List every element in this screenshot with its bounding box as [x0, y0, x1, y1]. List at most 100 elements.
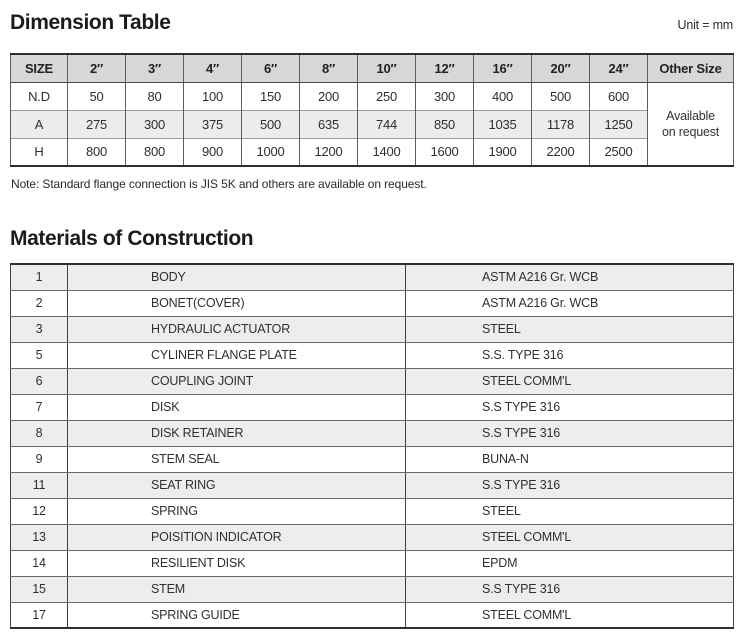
part-name: SPRING: [67, 497, 406, 525]
material-row: 15 STEM S.S TYPE 316: [10, 575, 734, 603]
part-name: STEM: [67, 575, 406, 603]
size-col-header: 6″: [241, 54, 300, 83]
dim-value: 2500: [589, 137, 648, 166]
dim-value: 80: [125, 82, 184, 110]
part-number: 15: [10, 575, 68, 603]
dim-value: 400: [473, 82, 532, 110]
part-name: POISITION INDICATOR: [67, 523, 406, 551]
other-size-note: Available on request: [647, 82, 734, 166]
size-col-header: 4″: [183, 54, 242, 83]
dim-value: 1035: [473, 109, 532, 138]
material-row: 1 BODY ASTM A216 Gr. WCB: [10, 263, 734, 291]
material-row: 17 SPRING GUIDE STEEL COMM'L: [10, 601, 734, 629]
part-material: S.S. TYPE 316: [405, 341, 734, 369]
dim-value: 1400: [357, 137, 416, 166]
material-row: 12 SPRING STEEL: [10, 497, 734, 525]
dim-value: 900: [183, 137, 242, 166]
dimension-table-title: Dimension Table: [10, 10, 171, 34]
material-row: 14 RESILIENT DISK EPDM: [10, 549, 734, 577]
part-number: 8: [10, 419, 68, 447]
part-name: BODY: [67, 263, 406, 291]
dim-value: 1250: [589, 109, 648, 138]
material-row: 8 DISK RETAINER S.S TYPE 316: [10, 419, 734, 447]
materials-title: Materials of Construction: [10, 227, 254, 250]
row-label: H: [10, 137, 68, 166]
dim-value: 635: [299, 109, 358, 138]
dim-value: 1200: [299, 137, 358, 166]
dimension-table: SIZE 2″ 3″ 4″ 6″ 8″ 10″ 12″ 16″ 20″ 24″ …: [10, 53, 734, 167]
part-name: BONET(COVER): [67, 289, 406, 317]
part-material: S.S TYPE 316: [405, 419, 734, 447]
dim-value: 1900: [473, 137, 532, 166]
dim-value: 850: [415, 109, 474, 138]
part-material: BUNA-N: [405, 445, 734, 473]
material-row: 13 POISITION INDICATOR STEEL COMM'L: [10, 523, 734, 551]
part-number: 5: [10, 341, 68, 369]
dim-value: 800: [67, 137, 126, 166]
part-material: STEEL COMM'L: [405, 523, 734, 551]
material-row: 11 SEAT RING S.S TYPE 316: [10, 471, 734, 499]
material-row: 6 COUPLING JOINT STEEL COMM'L: [10, 367, 734, 395]
part-material: S.S TYPE 316: [405, 471, 734, 499]
dim-value: 2200: [531, 137, 590, 166]
size-col-header: 3″: [125, 54, 184, 83]
dim-value: 1000: [241, 137, 300, 166]
size-col-header: 24″: [589, 54, 648, 83]
part-name: SPRING GUIDE: [67, 601, 406, 629]
dim-value: 50: [67, 82, 126, 110]
dim-value: 744: [357, 109, 416, 138]
size-col-header: 12″: [415, 54, 474, 83]
dim-value: 300: [415, 82, 474, 110]
material-row: 9 STEM SEAL BUNA-N: [10, 445, 734, 473]
part-name: CYLINER FLANGE PLATE: [67, 341, 406, 369]
row-label: N.D: [10, 82, 68, 110]
dim-value: 600: [589, 82, 648, 110]
part-name: SEAT RING: [67, 471, 406, 499]
part-material: STEEL COMM'L: [405, 367, 734, 395]
dim-value: 300: [125, 109, 184, 138]
part-name: HYDRAULIC ACTUATOR: [67, 315, 406, 343]
dim-value: 275: [67, 109, 126, 138]
dim-value: 200: [299, 82, 358, 110]
part-number: 2: [10, 289, 68, 317]
part-number: 9: [10, 445, 68, 473]
part-material: STEEL: [405, 497, 734, 525]
part-material: STEEL: [405, 315, 734, 343]
part-name: RESILIENT DISK: [67, 549, 406, 577]
part-number: 13: [10, 523, 68, 551]
part-number: 7: [10, 393, 68, 421]
part-number: 11: [10, 471, 68, 499]
part-name: STEM SEAL: [67, 445, 406, 473]
size-col-header: 2″: [67, 54, 126, 83]
dim-value: 500: [531, 82, 590, 110]
part-material: S.S TYPE 316: [405, 393, 734, 421]
size-col-header: 20″: [531, 54, 590, 83]
dimension-header-row: Dimension Table Unit = mm: [10, 8, 733, 34]
size-col-header: 16″: [473, 54, 532, 83]
part-material: ASTM A216 Gr. WCB: [405, 263, 734, 291]
size-col-header: 8″: [299, 54, 358, 83]
part-material: STEEL COMM'L: [405, 601, 734, 629]
dimension-header: SIZE 2″ 3″ 4″ 6″ 8″ 10″ 12″ 16″ 20″ 24″ …: [10, 54, 734, 83]
dim-value: 800: [125, 137, 184, 166]
part-number: 6: [10, 367, 68, 395]
dim-value: 500: [241, 109, 300, 138]
part-number: 12: [10, 497, 68, 525]
part-number: 3: [10, 315, 68, 343]
dimension-row-h: H 800 800 900 1000 1200 1400 1600 1900 2…: [10, 137, 734, 166]
part-material: S.S TYPE 316: [405, 575, 734, 603]
unit-label: Unit = mm: [677, 18, 734, 32]
part-number: 14: [10, 549, 68, 577]
material-row: 5 CYLINER FLANGE PLATE S.S. TYPE 316: [10, 341, 734, 369]
part-name: DISK RETAINER: [67, 419, 406, 447]
part-name: DISK: [67, 393, 406, 421]
part-material: EPDM: [405, 549, 734, 577]
dim-value: 1178: [531, 109, 590, 138]
materials-table: 1 BODY ASTM A216 Gr. WCB 2 BONET(COVER) …: [10, 263, 734, 630]
dim-value: 250: [357, 82, 416, 110]
dim-value: 375: [183, 109, 242, 138]
row-label: A: [10, 109, 68, 138]
dim-value: 150: [241, 82, 300, 110]
part-name: COUPLING JOINT: [67, 367, 406, 395]
